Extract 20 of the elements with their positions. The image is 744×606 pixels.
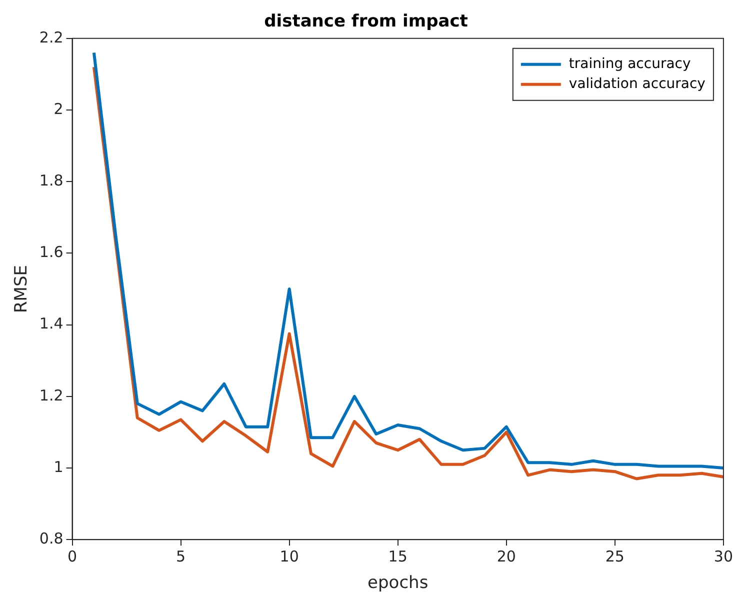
y-axis-title: RMSE — [12, 264, 32, 314]
y-tick-label: 1.4 — [39, 314, 64, 333]
x-axis-title: epochs — [368, 573, 428, 594]
x-tick-label: 0 — [67, 547, 78, 566]
legend-label: training accuracy — [568, 56, 691, 72]
legend-label: validation accuracy — [568, 76, 706, 92]
y-tick-label: 1.8 — [39, 171, 64, 190]
y-tick-label: 2.2 — [39, 28, 64, 46]
x-tick-label: 15 — [388, 547, 408, 566]
chart-title: distance from impact — [264, 12, 468, 32]
y-tick-label: 1.2 — [39, 386, 64, 404]
x-tick-label: 10 — [280, 547, 299, 566]
x-tick-label: 30 — [714, 547, 734, 566]
x-tick-label: 25 — [605, 547, 624, 566]
y-tick-label: 0.8 — [39, 529, 64, 548]
x-tick-label: 5 — [176, 547, 186, 566]
y-tick-label: 1.6 — [39, 243, 64, 262]
y-tick-label: 1 — [54, 458, 64, 476]
x-tick-label: 20 — [496, 547, 516, 566]
y-tick-label: 2 — [54, 100, 64, 118]
